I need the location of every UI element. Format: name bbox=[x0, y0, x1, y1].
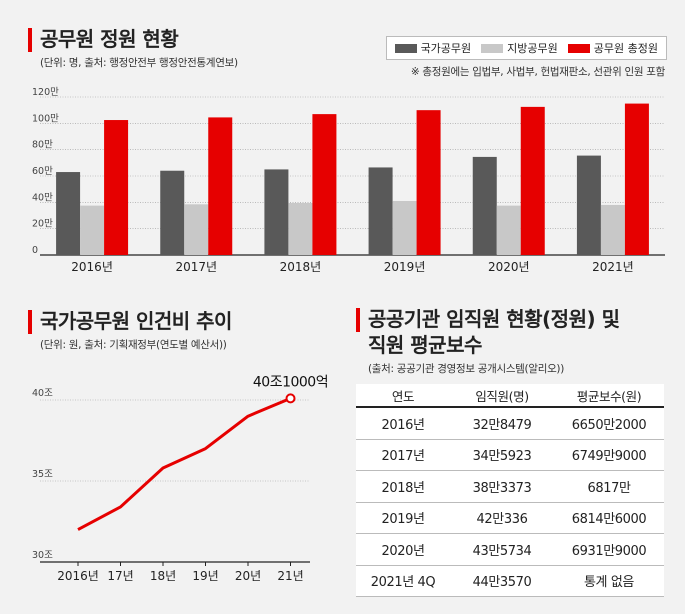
column-header-pay: 평균보수(원) bbox=[554, 384, 664, 408]
x-tick-label: 2021년 bbox=[592, 260, 634, 274]
bar-local bbox=[392, 201, 417, 255]
y-tick-label: 80만 bbox=[32, 140, 53, 151]
bar-local bbox=[600, 204, 625, 255]
table-cell: 2017년 bbox=[356, 439, 450, 471]
legend-item-local: 지방공무원 bbox=[481, 40, 558, 56]
bar-total bbox=[520, 106, 545, 255]
column-header-year: 연도 bbox=[356, 384, 450, 408]
chart2-title: 국가공무원 인건비 추이 bbox=[40, 309, 232, 333]
y-tick-label: 60만 bbox=[32, 166, 53, 177]
table-cell: 43만5734 bbox=[450, 533, 554, 566]
table-cell: 통계 없음 bbox=[554, 565, 664, 597]
legend-label: 국가공무원 bbox=[420, 42, 472, 55]
table-cell: 42만336 bbox=[450, 502, 554, 534]
end-point-marker bbox=[285, 393, 296, 404]
table-row: 2019년 42만336 6814만6000 bbox=[356, 502, 664, 534]
y-tick-label: 40조 bbox=[32, 388, 53, 399]
legend-item-total: 공무원 총정원 bbox=[567, 40, 658, 56]
table-row: 2017년 34만5923 6749만9000 bbox=[356, 439, 664, 471]
y-tick-label: 120만 bbox=[32, 87, 59, 98]
x-tick-label: 19년 bbox=[192, 569, 218, 583]
bar-national bbox=[576, 155, 601, 255]
title-accent-bar bbox=[356, 308, 360, 332]
bar-national bbox=[368, 167, 393, 255]
table-subtitle: (출처: 공공기관 경영정보 공개시스템(알리오)) bbox=[368, 363, 565, 375]
end-value-annotation: 40조1000억 bbox=[253, 374, 328, 390]
table-cell: 34만5923 bbox=[450, 439, 554, 471]
chart1-subtitle: (단위: 명, 출처: 행정안전부 행정안전통계연보) bbox=[40, 57, 238, 69]
x-tick-label: 2016년 bbox=[57, 569, 99, 583]
bar-total bbox=[312, 114, 337, 255]
y-tick-label: 100만 bbox=[32, 113, 59, 124]
bar-local bbox=[496, 205, 521, 255]
chart2-subtitle: (단위: 원, 출처: 기획재정부(연도별 예산서)) bbox=[40, 339, 227, 351]
table-cell: 2020년 bbox=[356, 533, 450, 566]
chart1-legend: 국가공무원 지방공무원 공무원 총정원 bbox=[385, 36, 667, 60]
y-tick-label: 0 bbox=[32, 245, 38, 256]
data-table: 연도 임직원(명) 평균보수(원) 2016년 32만8479 6650만2000 … bbox=[356, 384, 664, 597]
legend-label: 지방공무원 bbox=[507, 42, 558, 55]
x-tick-label: 2016년 bbox=[71, 260, 113, 274]
table-cell: 6931만9000 bbox=[554, 533, 664, 566]
table-cell: 2016년 bbox=[356, 407, 450, 440]
table-cell: 6817만 bbox=[554, 470, 664, 503]
x-tick-label: 2019년 bbox=[384, 260, 426, 274]
legend-item-national: 국가공무원 bbox=[394, 40, 472, 56]
title-accent-bar bbox=[28, 28, 32, 52]
table-header-row: 연도 임직원(명) 평균보수(원) bbox=[356, 384, 664, 408]
chart1-note: ※ 총정원에는 입법부, 사법부, 헌법재판소, 선관위 인원 포함 bbox=[410, 66, 665, 78]
bar-local bbox=[184, 204, 209, 255]
y-tick-label: 40만 bbox=[32, 192, 53, 203]
bar-national bbox=[472, 156, 497, 255]
y-tick-label: 20만 bbox=[32, 219, 53, 230]
line-chart: 30조 35조 40조 2016년 17년 18년 19년 20년 21년 40조1000억 bbox=[32, 374, 329, 583]
x-tick-label: 2020년 bbox=[488, 260, 530, 274]
x-tick-label: 2018년 bbox=[280, 260, 322, 274]
y-tick-label: 35조 bbox=[32, 469, 53, 480]
bar-total bbox=[624, 103, 649, 255]
table-row: 2021년 4Q 44만3570 통계 없음 bbox=[356, 565, 664, 597]
table-row: 2018년 38만3373 6817만 bbox=[356, 470, 664, 503]
table-cell: 2021년 4Q bbox=[356, 565, 450, 597]
x-tick-label: 21년 bbox=[277, 569, 303, 583]
bar-local bbox=[80, 205, 105, 255]
table-cell: 2018년 bbox=[356, 470, 450, 503]
x-tick-label: 17년 bbox=[107, 569, 133, 583]
table-cell: 6814만6000 bbox=[554, 502, 664, 534]
table-cell: 6650만2000 bbox=[554, 407, 664, 440]
x-tick-label: 18년 bbox=[150, 569, 176, 583]
x-tick-label: 2017년 bbox=[175, 260, 217, 274]
table-title-line2: 직원 평균보수 bbox=[368, 333, 482, 357]
table-cell: 2019년 bbox=[356, 502, 450, 534]
bar-total bbox=[208, 117, 233, 256]
table-cell: 38만3373 bbox=[450, 470, 554, 503]
bar-national bbox=[160, 170, 185, 255]
table-cell: 44만3570 bbox=[450, 565, 554, 597]
chart1-title: 공무원 정원 현황 bbox=[40, 27, 179, 51]
bar-local bbox=[288, 202, 313, 255]
table-cell: 6749만9000 bbox=[554, 439, 664, 471]
column-header-staff: 임직원(명) bbox=[450, 384, 554, 408]
table-title-line1: 공공기관 임직원 현황(정원) 및 bbox=[368, 307, 620, 331]
bar-chart: 0 20만 40만 60만 80만 100만 120만 2016년 2017년 2018년 2019… bbox=[32, 87, 665, 274]
table-row: 2020년 43만5734 6931만9000 bbox=[356, 533, 664, 566]
table-cell: 32만8479 bbox=[450, 407, 554, 440]
bar-total bbox=[104, 120, 129, 256]
bar-national bbox=[264, 169, 289, 255]
bar-total bbox=[416, 110, 441, 256]
bar-national bbox=[56, 172, 81, 255]
y-tick-label: 30조 bbox=[32, 550, 53, 561]
table-row: 2016년 32만8479 6650만2000 bbox=[356, 407, 664, 440]
legend-label: 공무원 총정원 bbox=[593, 42, 658, 55]
title-accent-bar bbox=[28, 310, 32, 334]
x-tick-label: 20년 bbox=[235, 569, 261, 583]
line-series bbox=[77, 396, 292, 531]
